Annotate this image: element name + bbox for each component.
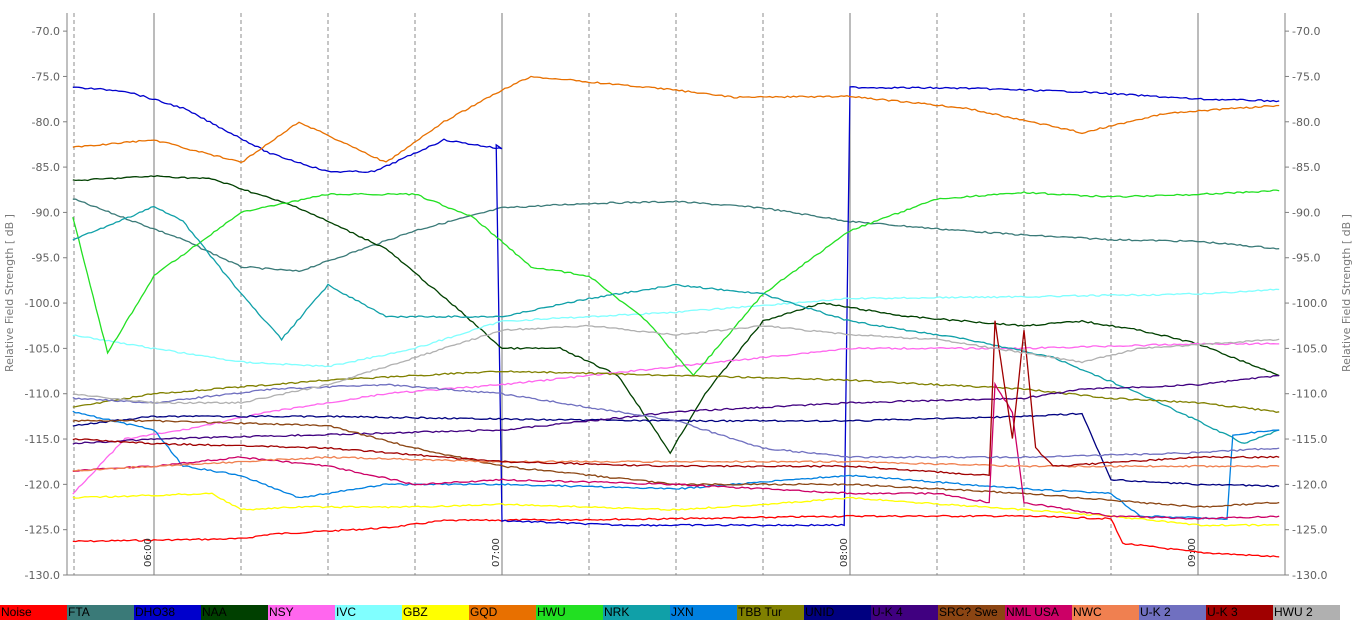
legend-item-dho38[interactable]: DHO38	[134, 605, 201, 620]
y-tick-label-right: -90.0	[1292, 206, 1320, 219]
y-tick-label-right: -125.0	[1292, 524, 1327, 537]
series-line-jxn	[72, 410, 1280, 521]
legend: Noise FTA DHO38 NAA NSY IVC GBZ GQD HWU NRK JXN TBB…	[0, 605, 1354, 623]
chart-plot: -70.0 -70.0 -75.0 -75.0 -80.0 -80.0 -85.0 -85.0…	[3, 13, 1353, 582]
y-tick-label-right: -95.0	[1292, 252, 1320, 265]
series-line-ivc	[72, 288, 1280, 368]
y-tick-label-right: -70.0	[1292, 25, 1320, 38]
series-line-nrk	[72, 205, 1280, 444]
series-line-gqd	[72, 75, 1280, 164]
legend-item-unid[interactable]: UNID	[804, 605, 871, 620]
legend-item-hwu[interactable]: HWU	[536, 605, 603, 620]
legend-item-u-k-3[interactable]: U-K 3	[1206, 605, 1273, 620]
legend-item-hwu-2[interactable]: HWU 2	[1273, 605, 1340, 620]
series-line-u-k-2	[72, 383, 1280, 459]
series-line-u-k-3	[72, 320, 1280, 477]
y-tick-label-right: -100.0	[1292, 297, 1327, 310]
y-tick-label-left: -70.0	[32, 25, 60, 38]
y-axis-label-right: Relative Field Strength [ dB ]	[1340, 214, 1353, 372]
legend-item-ivc[interactable]: IVC	[335, 605, 402, 620]
y-tick-label-left: -110.0	[25, 388, 60, 401]
y-tick-label-right: -115.0	[1292, 433, 1327, 446]
legend-item-fta[interactable]: FTA	[67, 605, 134, 620]
y-tick-label-left: -100.0	[25, 297, 60, 310]
legend-item-u-k-2[interactable]: U-K 2	[1139, 605, 1206, 620]
series-line-fta	[72, 198, 1280, 273]
y-tick-label-left: -115.0	[25, 433, 60, 446]
y-tick-label-left: -95.0	[32, 252, 60, 265]
series-line-hwu	[72, 189, 1280, 377]
x-tick-label: 08:00	[839, 538, 850, 567]
y-tick-label-right: -110.0	[1292, 388, 1327, 401]
y-tick-label-right: -130.0	[1292, 569, 1327, 582]
axes: -70.0 -70.0 -75.0 -75.0 -80.0 -80.0 -85.0 -85.0…	[25, 13, 1327, 582]
y-tick-label-left: -85.0	[32, 161, 60, 174]
y-tick-label-right: -85.0	[1292, 161, 1320, 174]
series-layer	[72, 75, 1280, 558]
series-line-dho38	[72, 86, 1280, 527]
y-tick-label-left: -75.0	[32, 70, 60, 83]
series-line-src-swe	[72, 419, 1280, 508]
x-tick-label: 07:00	[491, 538, 502, 567]
legend-item-nsy[interactable]: NSY	[268, 605, 335, 620]
series-line-nwc	[72, 455, 1280, 472]
series-line-tbb-tur	[72, 370, 1280, 413]
series-line-nsy	[72, 342, 1280, 495]
legend-item-src-swe[interactable]: SRC? Swe	[938, 605, 1005, 620]
legend-item-gqd[interactable]: GQD	[469, 605, 536, 620]
series-line-noise	[72, 514, 1280, 558]
legend-item-gbz[interactable]: GBZ	[402, 605, 469, 620]
series-line-hwu-2	[72, 324, 1280, 405]
series-line-u-k-4	[72, 374, 1280, 445]
y-tick-label-left: -80.0	[32, 116, 60, 129]
y-tick-label-left: -90.0	[32, 206, 60, 219]
x-tick-label: 06:00	[143, 538, 154, 567]
x-tick-label: 09:00	[1187, 538, 1198, 567]
legend-item-nwc[interactable]: NWC	[1072, 605, 1139, 620]
legend-item-tbb-tur[interactable]: TBB Tur	[737, 605, 804, 620]
series-line-naa	[72, 175, 1280, 455]
y-tick-label-left: -105.0	[25, 342, 60, 355]
legend-item-u-k-4[interactable]: U-K 4	[871, 605, 938, 620]
legend-item-nrk[interactable]: NRK	[603, 605, 670, 620]
legend-item-nml-usa[interactable]: NML USA	[1005, 605, 1072, 620]
grid-lines	[73, 13, 1199, 575]
y-tick-label-right: -75.0	[1292, 70, 1320, 83]
y-axis-label-left: Relative Field Strength [ dB ]	[3, 214, 16, 372]
y-tick-label-right: -80.0	[1292, 116, 1320, 129]
y-tick-label-right: -105.0	[1292, 342, 1327, 355]
y-tick-label-left: -130.0	[25, 569, 60, 582]
legend-item-jxn[interactable]: JXN	[670, 605, 737, 620]
y-tick-label-left: -120.0	[25, 478, 60, 491]
legend-item-noise[interactable]: Noise	[0, 605, 67, 620]
series-line-gbz	[72, 492, 1280, 527]
y-tick-label-right: -120.0	[1292, 478, 1327, 491]
y-tick-label-left: -125.0	[25, 524, 60, 537]
legend-item-naa[interactable]: NAA	[201, 605, 268, 620]
